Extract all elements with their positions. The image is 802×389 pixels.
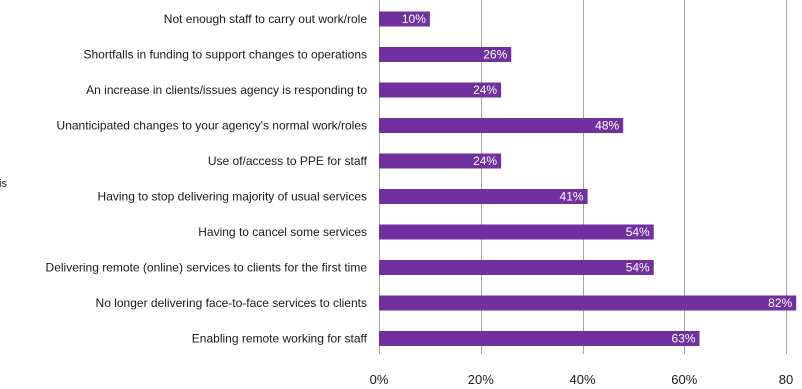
x-tick-label: 40% (569, 372, 595, 387)
data-label: 82% (768, 296, 792, 310)
category-label: Enabling remote working for staff (192, 332, 368, 346)
data-label: 63% (671, 332, 695, 346)
category-label: No longer delivering face-to-face servic… (96, 296, 367, 310)
bar (379, 295, 797, 311)
category-labels: Not enough staff to carry out work/role S… (46, 12, 368, 346)
data-label: 48% (595, 119, 619, 133)
bar (379, 11, 430, 27)
data-label: 10% (402, 12, 426, 26)
x-tick-label: 80 (779, 372, 793, 387)
x-axis-ticks: 0% 20% 40% 60% 80 (370, 372, 794, 387)
data-label: 54% (626, 261, 650, 275)
bar (379, 260, 654, 275)
bar (379, 153, 502, 169)
bar (379, 331, 700, 346)
data-label: 26% (483, 48, 507, 62)
bar (379, 189, 588, 204)
category-label: Use of/access to PPE for staff (208, 154, 368, 168)
bar (379, 118, 624, 133)
category-label: Delivering remote (online) services to c… (46, 261, 368, 275)
data-label: 24% (473, 83, 497, 97)
data-label: 54% (626, 225, 650, 239)
x-tick-label: 0% (370, 372, 389, 387)
bar (379, 47, 512, 62)
category-label: Unanticipated changes to your agency's n… (57, 119, 367, 133)
clipped-side-text: is (0, 178, 7, 190)
category-label: Having to stop delivering majority of us… (98, 190, 367, 204)
bar (379, 82, 502, 98)
bar (379, 224, 654, 240)
data-label: 41% (560, 190, 584, 204)
bars (379, 11, 797, 346)
category-label: Having to cancel some services (198, 225, 367, 239)
value-labels: 10% 26% 24% 48% 24% 41% 54% 54% 82% 63% (402, 12, 793, 346)
category-label: An increase in clients/issues agency is … (86, 83, 367, 97)
data-label: 24% (473, 154, 497, 168)
x-tick-label: 20% (468, 372, 494, 387)
category-label: Not enough staff to carry out work/role (164, 12, 368, 26)
x-tick-label: 60% (671, 372, 697, 387)
category-label: Shortfalls in funding to support changes… (83, 48, 367, 62)
